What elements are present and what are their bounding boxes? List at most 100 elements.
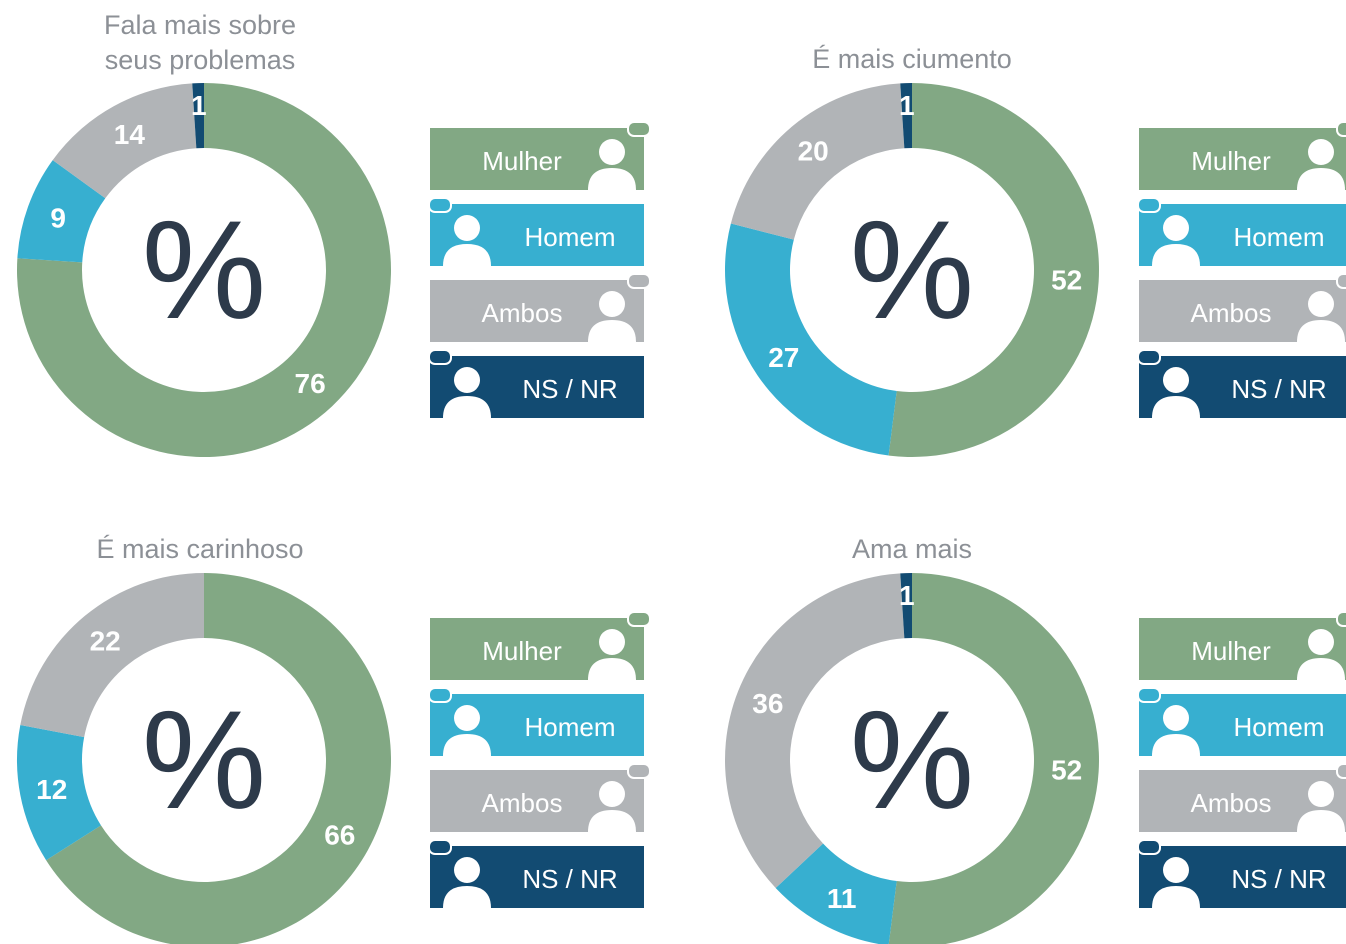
legend-label: Mulher — [1191, 636, 1271, 666]
speech-bubble — [627, 763, 651, 779]
donut-segment — [46, 573, 391, 944]
data-label: 11 — [827, 883, 857, 914]
speech-bubble — [1137, 349, 1161, 365]
person-body — [443, 734, 491, 756]
legend-label: Mulher — [482, 146, 562, 176]
center-label: % — [850, 191, 974, 348]
chart-title: Ama mais — [852, 534, 972, 564]
person-head — [454, 705, 480, 731]
person-head — [599, 781, 625, 807]
donut-segment — [888, 83, 1099, 457]
data-label: 1 — [191, 90, 207, 121]
legend-item: Ambos — [430, 273, 651, 342]
legend-label: Ambos — [482, 788, 563, 818]
person-body — [588, 658, 636, 680]
legend-label: NS / NR — [522, 374, 617, 404]
speech-bubble — [428, 349, 452, 365]
person-body — [1297, 320, 1345, 342]
person-head — [454, 215, 480, 241]
donut-segment — [17, 160, 106, 263]
speech-bubble — [428, 197, 452, 213]
person-head — [1308, 291, 1334, 317]
speech-bubble — [627, 121, 651, 137]
data-label: 1 — [899, 90, 915, 121]
donut-segment — [900, 573, 912, 639]
legend-label: Mulher — [1191, 146, 1271, 176]
legend-label: NS / NR — [1231, 864, 1326, 894]
legend-label: Homem — [1233, 222, 1324, 252]
legend-label: NS / NR — [1231, 374, 1326, 404]
legend-item: Ambos — [1139, 273, 1346, 342]
legend-item: Ambos — [1139, 763, 1346, 832]
speech-bubble — [428, 839, 452, 855]
legend-item: NS / NR — [1137, 839, 1346, 908]
legend-item: NS / NR — [428, 349, 644, 418]
person-head — [599, 629, 625, 655]
person-body — [1152, 734, 1200, 756]
donut-segment — [192, 83, 204, 149]
person-body — [443, 886, 491, 908]
legend-label: Mulher — [482, 636, 562, 666]
person-head — [1163, 857, 1189, 883]
legend-label: Homem — [524, 712, 615, 742]
data-label: 20 — [798, 136, 829, 167]
data-label: 52 — [1051, 755, 1082, 786]
legend-label: NS / NR — [522, 864, 617, 894]
donut-segment — [775, 843, 897, 944]
legend-item: Mulher — [1139, 611, 1346, 680]
donut-segment — [900, 83, 912, 149]
person-head — [1308, 629, 1334, 655]
speech-bubble — [1137, 197, 1161, 213]
person-body — [588, 168, 636, 190]
legend-label: Ambos — [482, 298, 563, 328]
person-body — [1297, 658, 1345, 680]
chart-title: É mais ciumento — [812, 44, 1012, 74]
person-body — [1152, 396, 1200, 418]
legend-item: Homem — [1137, 687, 1346, 756]
data-label: 27 — [768, 342, 799, 373]
center-label: % — [850, 681, 974, 838]
legend-item: NS / NR — [1137, 349, 1346, 418]
speech-bubble — [1336, 273, 1346, 289]
legend-label: Ambos — [1191, 788, 1272, 818]
data-label: 66 — [324, 820, 355, 851]
legend-label: Homem — [524, 222, 615, 252]
speech-bubble — [1336, 763, 1346, 779]
person-head — [454, 367, 480, 393]
legend-item: Mulher — [430, 611, 651, 680]
legend-item: Mulher — [430, 121, 651, 190]
speech-bubble — [627, 273, 651, 289]
person-body — [588, 810, 636, 832]
person-body — [1152, 886, 1200, 908]
person-head — [599, 291, 625, 317]
donut-segment — [888, 573, 1100, 944]
speech-bubble — [1336, 611, 1346, 627]
person-head — [1163, 705, 1189, 731]
legend-item: Homem — [428, 197, 644, 266]
data-label: 1 — [899, 580, 915, 611]
donut-segment — [17, 724, 101, 861]
speech-bubble — [1137, 687, 1161, 703]
donut-segment — [724, 223, 897, 456]
donut-segment — [20, 573, 204, 738]
data-label: 9 — [50, 202, 66, 233]
person-head — [1163, 215, 1189, 241]
data-label: 76 — [295, 368, 326, 399]
person-head — [454, 857, 480, 883]
person-body — [1152, 244, 1200, 266]
data-label: 12 — [36, 774, 67, 805]
legend-label: Ambos — [1191, 298, 1272, 328]
data-label: 36 — [752, 688, 783, 719]
person-head — [1308, 139, 1334, 165]
person-head — [1163, 367, 1189, 393]
person-body — [443, 396, 491, 418]
donut-segment — [730, 83, 905, 240]
speech-bubble — [1336, 121, 1346, 137]
chart-title: Fala mais sobre seus problemas — [104, 10, 296, 75]
person-body — [443, 244, 491, 266]
center-label: % — [142, 681, 266, 838]
speech-bubble — [627, 611, 651, 627]
legend-item: Mulher — [1139, 121, 1346, 190]
